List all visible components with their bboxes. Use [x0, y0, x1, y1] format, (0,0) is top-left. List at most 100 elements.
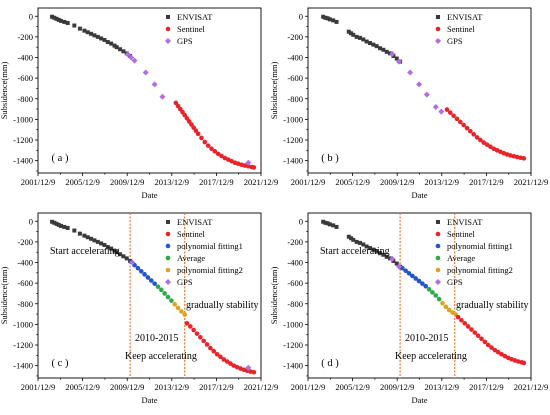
legend-entry: ENVISAT	[177, 12, 213, 22]
data-point	[219, 153, 224, 159]
data-point	[204, 342, 210, 347]
y-tick-label: -600	[17, 278, 33, 288]
data-point	[102, 242, 107, 247]
data-point	[251, 369, 257, 375]
data-point	[489, 345, 494, 350]
data-point	[182, 312, 188, 317]
data-point	[406, 271, 412, 276]
data-point	[381, 47, 386, 52]
legend-entry: Sentinel	[447, 229, 475, 239]
y-tick-label: -1000	[283, 319, 303, 329]
data-point	[152, 281, 157, 286]
x-tick-label: 2001/12/9	[291, 382, 325, 392]
data-point	[444, 107, 450, 112]
annotation-period: 2010-2015	[135, 333, 178, 344]
data-point	[99, 36, 104, 41]
legend-entry: GPS	[177, 36, 193, 46]
x-axis-label: Date	[141, 190, 157, 200]
data-point	[357, 240, 362, 245]
data-point	[484, 142, 490, 147]
data-point	[199, 135, 204, 141]
y-tick-label: -1000	[13, 319, 33, 329]
y-tick-label: -800	[287, 94, 303, 104]
x-tick-label: 2017/12/9	[469, 382, 503, 392]
series-gps	[389, 50, 445, 115]
y-tick-label: 0	[29, 11, 33, 21]
data-point	[135, 265, 141, 271]
data-point	[436, 296, 442, 302]
legend-entry: Sentinel	[447, 24, 475, 34]
data-point	[128, 54, 135, 61]
data-point	[112, 248, 117, 253]
data-point	[472, 330, 478, 335]
data-point	[52, 220, 57, 225]
annotation-period: 2010-2015	[405, 333, 448, 344]
data-point	[188, 324, 193, 329]
data-point	[334, 224, 339, 229]
legend-entry: Sentinel	[177, 229, 205, 239]
data-point	[446, 307, 452, 313]
data-point	[65, 20, 70, 25]
x-tick-label: 2005/12/9	[65, 177, 99, 187]
data-point	[327, 17, 332, 22]
annotation-gradually-stability: gradually stability	[186, 300, 259, 311]
data-point	[495, 349, 501, 355]
data-point	[394, 261, 399, 266]
data-point	[346, 234, 351, 239]
data-point	[351, 32, 356, 37]
x-tick-label: 2001/12/9	[291, 177, 325, 187]
data-point	[142, 69, 149, 76]
data-point	[410, 273, 415, 279]
data-point	[416, 278, 422, 284]
y-tick-label: -600	[287, 73, 303, 83]
y-tick-label: -200	[17, 237, 33, 247]
data-point	[327, 222, 332, 227]
legend-marker	[435, 255, 441, 261]
y-axis-label: Subsidence(mm)	[0, 267, 9, 325]
series-average	[426, 287, 442, 302]
data-point	[521, 156, 527, 161]
legend-marker	[435, 38, 441, 44]
legend-entry: GPS	[447, 277, 463, 287]
data-point	[443, 304, 449, 310]
data-point	[331, 18, 336, 23]
data-point	[169, 298, 174, 303]
data-point	[65, 225, 70, 230]
legend-entry: ENVISAT	[447, 217, 483, 227]
data-point	[77, 26, 82, 31]
data-point	[62, 19, 67, 24]
plot-frame	[37, 7, 262, 174]
data-point	[482, 339, 488, 345]
y-tick-label: -800	[17, 299, 33, 309]
y-tick-label: -1400	[13, 361, 33, 371]
series-sentinel	[184, 321, 257, 375]
data-point	[50, 14, 55, 19]
data-point	[89, 31, 94, 36]
chart-panel-a: 2001/12/9 2005/12/9 2009/12/9 2013/12/9 2017…	[0, 7, 278, 200]
data-point	[521, 360, 527, 366]
data-point	[351, 237, 356, 242]
data-point	[323, 220, 328, 225]
data-point	[455, 314, 461, 320]
data-point	[420, 281, 425, 286]
data-point	[389, 50, 396, 57]
x-axis-label: Date	[411, 395, 427, 405]
y-tick-label: -400	[287, 258, 303, 268]
data-point	[142, 272, 147, 277]
data-point	[475, 333, 481, 339]
data-point	[245, 159, 252, 166]
x-tick-label: 2021/12/9	[514, 177, 548, 187]
data-point	[58, 223, 63, 228]
x-axis-label: Date	[141, 395, 157, 405]
legend: ENVISAT Sentinel GPS	[165, 12, 213, 46]
legend: ENVISAT Sentinel polynomial fitting1 Averag…	[435, 217, 513, 287]
data-point	[485, 342, 491, 348]
data-point	[465, 324, 471, 329]
legend-marker	[166, 15, 170, 19]
data-point	[374, 249, 379, 254]
data-point	[349, 236, 354, 241]
data-point	[461, 122, 466, 128]
data-point	[131, 57, 138, 64]
data-point	[105, 40, 110, 45]
